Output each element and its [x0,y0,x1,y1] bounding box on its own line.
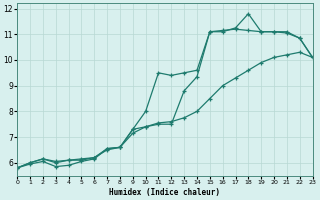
X-axis label: Humidex (Indice chaleur): Humidex (Indice chaleur) [109,188,220,197]
